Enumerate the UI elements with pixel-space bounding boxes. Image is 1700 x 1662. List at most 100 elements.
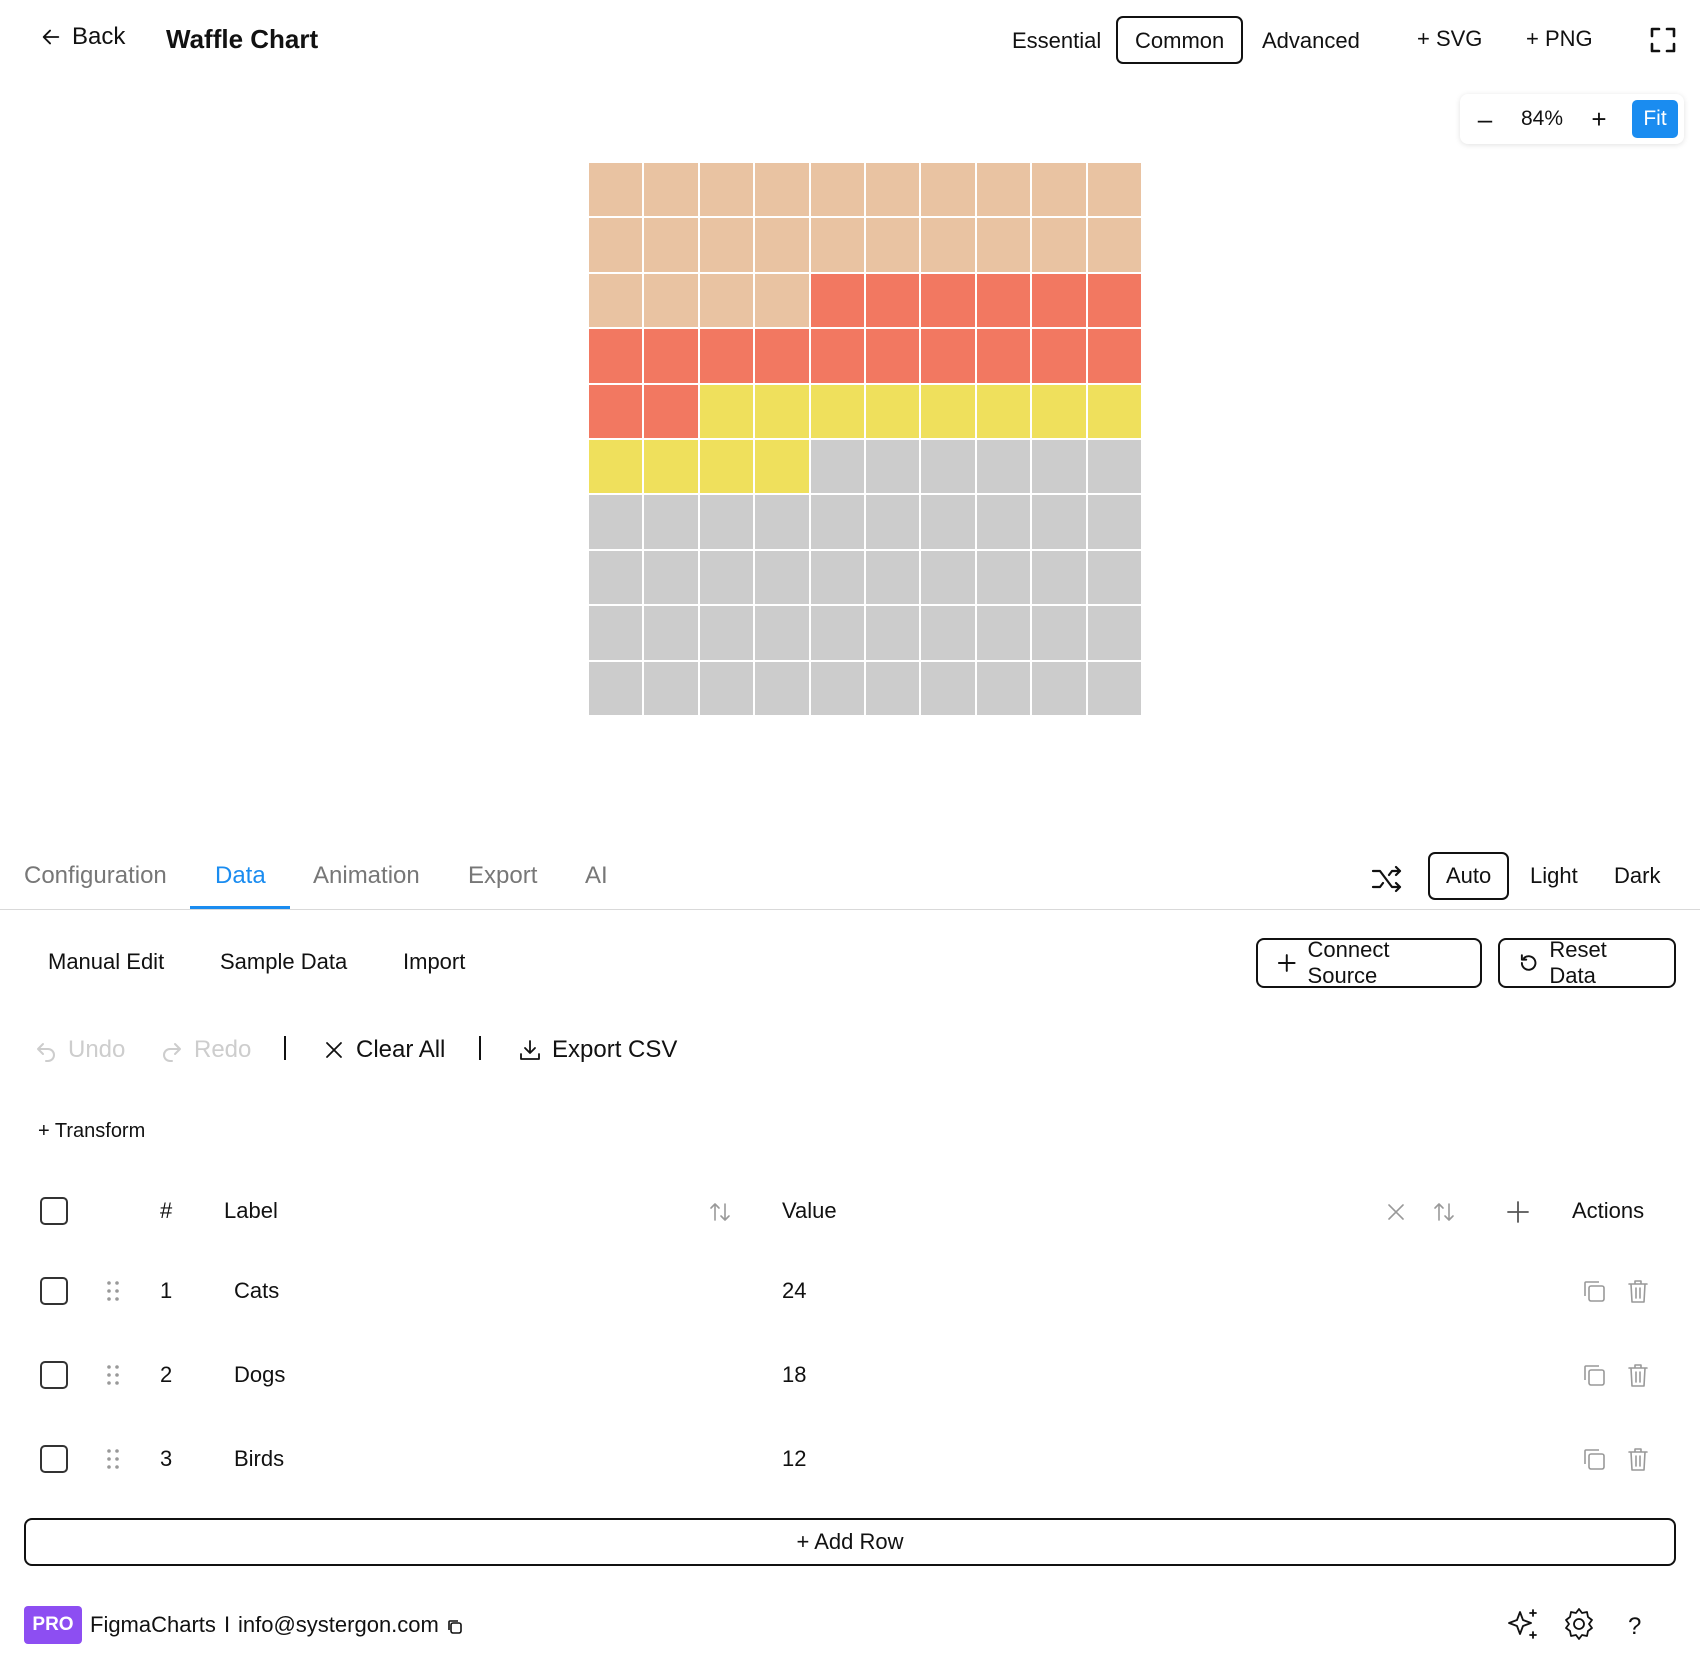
zoom-fit-button[interactable]: Fit xyxy=(1632,100,1678,138)
waffle-cell-cats xyxy=(976,163,1031,217)
tier-advanced[interactable]: Advanced xyxy=(1262,28,1360,53)
clear-all-button[interactable]: Clear All xyxy=(322,1030,445,1070)
reset-data-button[interactable]: Reset Data xyxy=(1498,937,1676,988)
table-header: # Label Value Actions xyxy=(0,1181,1700,1241)
drag-handle-icon[interactable] xyxy=(106,1279,120,1303)
row-value-cell[interactable]: 18 xyxy=(782,1362,807,1387)
waffle-cell-empty xyxy=(866,606,920,660)
add-column-icon[interactable] xyxy=(1505,1199,1531,1225)
reset-icon xyxy=(1520,954,1537,971)
export-svg-button[interactable]: + SVG xyxy=(1417,26,1483,51)
toolbar-divider xyxy=(479,1036,481,1060)
waffle-cell-dogs xyxy=(810,329,864,383)
row-checkbox[interactable] xyxy=(40,1445,68,1473)
tab-data[interactable]: Data xyxy=(215,862,266,889)
waffle-cell-cats xyxy=(755,163,809,217)
row-label-cell[interactable]: Dogs xyxy=(234,1362,286,1387)
table-row: 2 Dogs 18 xyxy=(0,1345,1700,1405)
duplicate-row-icon[interactable] xyxy=(1580,1445,1608,1473)
waffle-cell-empty xyxy=(589,661,643,715)
tab-export[interactable]: Export xyxy=(468,862,538,889)
waffle-cell-birds xyxy=(1087,384,1141,438)
waffle-cell-birds xyxy=(1032,384,1086,438)
waffle-cell-cats xyxy=(921,218,975,272)
tier-essential[interactable]: Essential xyxy=(1012,28,1102,53)
waffle-cell-birds xyxy=(699,384,754,438)
row-index: 1 xyxy=(160,1278,173,1303)
add-transform-button[interactable]: + Transform xyxy=(38,1120,146,1142)
redo-icon xyxy=(163,1043,181,1062)
waffle-cell-empty xyxy=(644,606,698,660)
reset-data-label: Reset Data xyxy=(1549,937,1607,988)
waffle-cell-empty xyxy=(1087,550,1141,605)
waffle-cell-cats xyxy=(589,163,643,217)
waffle-cell-dogs xyxy=(1032,273,1086,328)
waffle-cell-empty xyxy=(1032,550,1086,605)
row-checkbox[interactable] xyxy=(40,1361,68,1389)
gear-icon[interactable] xyxy=(1561,1606,1597,1642)
tab-configuration[interactable]: Configuration xyxy=(24,862,167,889)
help-button[interactable]: ? xyxy=(1628,1613,1642,1640)
remove-column-icon[interactable] xyxy=(1383,1199,1409,1225)
waffle-cell-empty xyxy=(644,550,698,605)
row-value-cell[interactable]: 24 xyxy=(782,1278,807,1303)
waffle-cell-birds xyxy=(976,384,1031,438)
toolbar-divider xyxy=(284,1036,286,1060)
zoom-out-button[interactable]: – xyxy=(1477,104,1493,134)
drag-handle-icon[interactable] xyxy=(106,1363,120,1387)
select-all-checkbox[interactable] xyxy=(40,1197,68,1225)
duplicate-row-icon[interactable] xyxy=(1580,1277,1608,1305)
waffle-cell-birds xyxy=(755,384,809,438)
waffle-cell-cats xyxy=(921,163,975,217)
sparkles-icon[interactable] xyxy=(1505,1606,1541,1642)
delete-row-icon[interactable] xyxy=(1624,1277,1652,1305)
row-label-cell[interactable]: Birds xyxy=(234,1446,285,1471)
waffle-cell-empty xyxy=(921,550,975,605)
waffle-cell-cats xyxy=(1087,218,1141,272)
subtab-manual-edit[interactable]: Manual Edit xyxy=(48,949,165,974)
shuffle-icon[interactable] xyxy=(1370,862,1404,896)
fullscreen-icon[interactable] xyxy=(1650,27,1676,53)
export-png-button[interactable]: + PNG xyxy=(1526,26,1593,51)
zoom-in-button[interactable]: + xyxy=(1591,104,1607,134)
theme-auto[interactable]: Auto xyxy=(1428,852,1510,900)
copy-icon[interactable] xyxy=(446,1618,464,1636)
undo-button[interactable]: Undo xyxy=(34,1030,125,1070)
redo-button[interactable]: Redo xyxy=(160,1030,251,1070)
row-checkbox[interactable] xyxy=(40,1277,68,1305)
waffle-cell-empty xyxy=(589,550,643,605)
drag-handle-icon[interactable] xyxy=(106,1447,120,1471)
waffle-cell-dogs xyxy=(589,329,643,383)
tab-animation[interactable]: Animation xyxy=(313,862,420,889)
waffle-cell-birds xyxy=(755,440,809,494)
subtab-import[interactable]: Import xyxy=(403,949,466,974)
theme-dark[interactable]: Dark xyxy=(1614,863,1661,888)
subtab-sample-data[interactable]: Sample Data xyxy=(220,949,348,974)
waffle-cell-empty xyxy=(810,495,864,549)
waffle-cell-empty xyxy=(1032,440,1086,494)
waffle-cell-empty xyxy=(589,495,643,549)
waffle-cell-empty xyxy=(810,440,864,494)
row-label-cell[interactable]: Cats xyxy=(234,1278,280,1303)
waffle-cell-dogs xyxy=(1087,329,1141,383)
sort-value-icon[interactable] xyxy=(1431,1199,1457,1225)
panel-tabs: Configuration Data Animation Export AI A… xyxy=(0,850,1700,910)
contact-email[interactable]: info@systergon.com xyxy=(238,1612,439,1637)
duplicate-row-icon[interactable] xyxy=(1580,1361,1608,1389)
waffle-cell-dogs xyxy=(921,329,975,383)
add-row-button[interactable]: + Add Row xyxy=(24,1518,1676,1566)
waffle-cell-dogs xyxy=(644,384,698,438)
tier-common[interactable]: Common xyxy=(1116,16,1244,64)
tab-ai[interactable]: AI xyxy=(585,862,608,889)
waffle-cell-empty xyxy=(644,495,698,549)
delete-row-icon[interactable] xyxy=(1624,1361,1652,1389)
row-value-cell[interactable]: 12 xyxy=(782,1446,807,1471)
export-csv-button[interactable]: Export CSV xyxy=(518,1030,677,1070)
back-button[interactable]: Back xyxy=(40,18,125,56)
waffle-cell-dogs xyxy=(921,273,975,328)
delete-row-icon[interactable] xyxy=(1624,1445,1652,1473)
connect-source-button[interactable]: Connect Source xyxy=(1256,937,1482,988)
sort-label-icon[interactable] xyxy=(707,1199,733,1225)
header-label: Label xyxy=(224,1198,278,1223)
theme-light[interactable]: Light xyxy=(1530,863,1578,888)
